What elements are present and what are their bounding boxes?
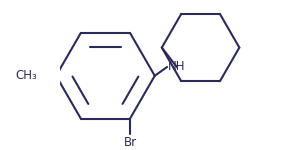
Text: Br: Br <box>124 136 137 149</box>
Text: CH₃: CH₃ <box>16 69 38 82</box>
Text: NH: NH <box>168 60 185 74</box>
